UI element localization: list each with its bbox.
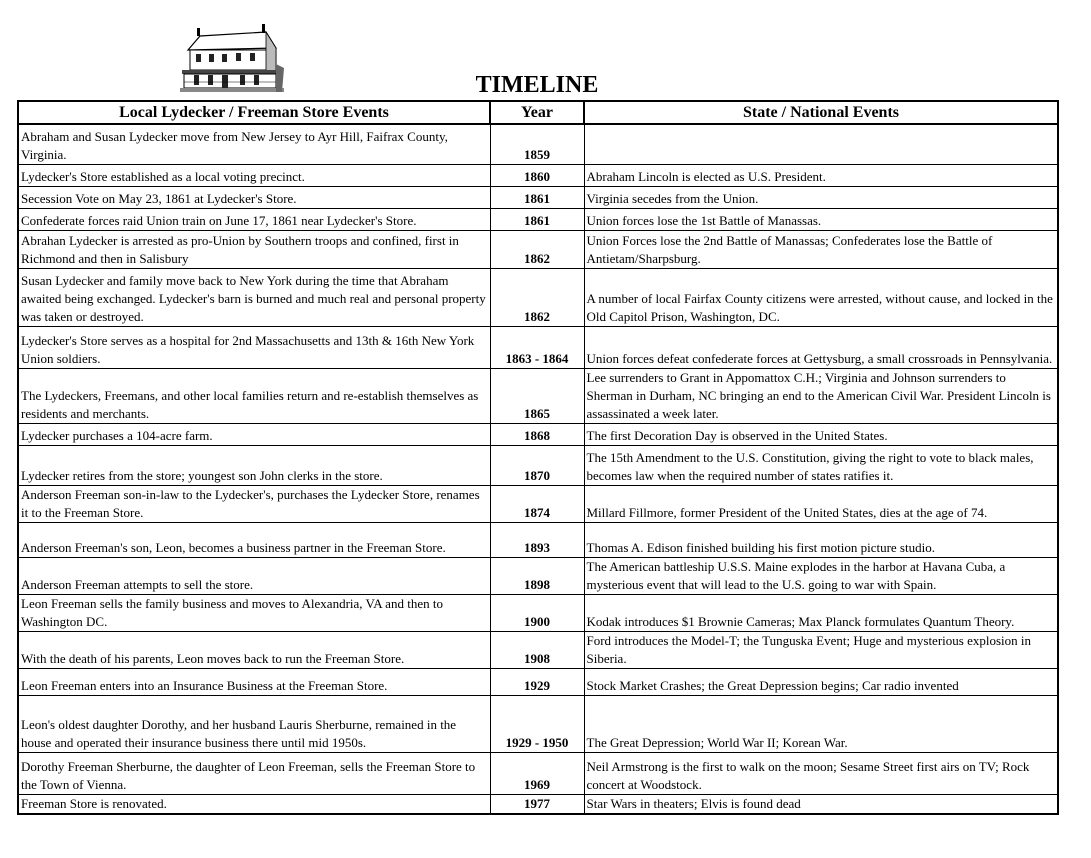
local-event-cell: Freeman Store is renovated. bbox=[17, 793, 491, 815]
local-event-cell: Abraham and Susan Lydecker move from New… bbox=[17, 123, 491, 165]
year-cell: 1870 bbox=[489, 444, 585, 486]
header-row: Local Lydecker / Freeman Store Events Ye… bbox=[17, 100, 1059, 125]
year-cell: 1862 bbox=[489, 229, 585, 269]
year-cell: 1863 - 1864 bbox=[489, 325, 585, 369]
national-event-cell bbox=[583, 123, 1059, 165]
table-row: Anderson Freeman's son, Leon, becomes a … bbox=[17, 521, 1059, 558]
year-cell: 1868 bbox=[489, 422, 585, 446]
local-event-cell: Anderson Freeman's son, Leon, becomes a … bbox=[17, 521, 491, 558]
year-cell: 1865 bbox=[489, 367, 585, 424]
local-event-cell: Anderson Freeman attempts to sell the st… bbox=[17, 556, 491, 595]
local-event-cell: The Lydeckers, Freemans, and other local… bbox=[17, 367, 491, 424]
year-cell: 1929 bbox=[489, 667, 585, 696]
page-title: TIMELINE bbox=[475, 72, 599, 98]
table-row: Leon's oldest daughter Dorothy, and her … bbox=[17, 694, 1059, 753]
national-event-cell: Lee surrenders to Grant in Appomattox C.… bbox=[583, 367, 1059, 424]
table-row: Lydecker's Store established as a local … bbox=[17, 163, 1059, 187]
national-event-cell: A number of local Fairfax County citizen… bbox=[583, 267, 1059, 327]
local-event-cell: Confederate forces raid Union train on J… bbox=[17, 207, 491, 231]
local-event-cell: With the death of his parents, Leon move… bbox=[17, 630, 491, 669]
national-event-cell: Neil Armstrong is the first to walk on t… bbox=[583, 751, 1059, 795]
year-cell: 1929 - 1950 bbox=[489, 694, 585, 753]
table-row: Freeman Store is renovated. 1977 Star Wars… bbox=[17, 793, 1059, 815]
year-cell: 1861 bbox=[489, 185, 585, 209]
national-event-cell: The American battleship U.S.S. Maine exp… bbox=[583, 556, 1059, 595]
table-row: Confederate forces raid Union train on J… bbox=[17, 207, 1059, 231]
year-cell: 1908 bbox=[489, 630, 585, 669]
year-cell: 1977 bbox=[489, 793, 585, 815]
table-row: Lydecker purchases a 104-acre farm. 1868 T… bbox=[17, 422, 1059, 446]
national-event-cell: Virginia secedes from the Union. bbox=[583, 185, 1059, 209]
table-row: Susan Lydecker and family move back to N… bbox=[17, 267, 1059, 327]
national-event-cell: The Great Depression; World War II; Kore… bbox=[583, 694, 1059, 753]
year-cell: 1969 bbox=[489, 751, 585, 795]
national-event-cell: Millard Fillmore, former President of th… bbox=[583, 484, 1059, 523]
table-row: Abraham and Susan Lydecker move from New… bbox=[17, 123, 1059, 165]
local-event-cell: Abrahan Lydecker is arrested as pro-Unio… bbox=[17, 229, 491, 269]
national-event-cell: Union forces lose the 1st Battle of Mana… bbox=[583, 207, 1059, 231]
column-header-year: Year bbox=[489, 100, 585, 125]
local-event-cell: Leon Freeman sells the family business a… bbox=[17, 593, 491, 632]
table-row: The Lydeckers, Freemans, and other local… bbox=[17, 367, 1059, 424]
local-event-cell: Leon Freeman enters into an Insurance Bu… bbox=[17, 667, 491, 696]
column-header-national: State / National Events bbox=[583, 100, 1059, 125]
local-event-cell: Lydecker's Store serves as a hospital fo… bbox=[17, 325, 491, 369]
table-row: Abrahan Lydecker is arrested as pro-Unio… bbox=[17, 229, 1059, 269]
table-row: Anderson Freeman son-in-law to the Lydec… bbox=[17, 484, 1059, 523]
local-event-cell: Lydecker purchases a 104-acre farm. bbox=[17, 422, 491, 446]
table-row: Leon Freeman enters into an Insurance Bu… bbox=[17, 667, 1059, 696]
national-event-cell: Stock Market Crashes; the Great Depressi… bbox=[583, 667, 1059, 696]
store-building-illustration bbox=[180, 24, 284, 92]
national-event-cell: Abraham Lincoln is elected as U.S. Presi… bbox=[583, 163, 1059, 187]
national-event-cell: The first Decoration Day is observed in … bbox=[583, 422, 1059, 446]
local-event-cell: Susan Lydecker and family move back to N… bbox=[17, 267, 491, 327]
year-cell: 1859 bbox=[489, 123, 585, 165]
national-event-cell: Kodak introduces $1 Brownie Cameras; Max… bbox=[583, 593, 1059, 632]
local-event-cell: Lydecker's Store established as a local … bbox=[17, 163, 491, 187]
table-row: Dorothy Freeman Sherburne, the daughter … bbox=[17, 751, 1059, 795]
national-event-cell: Thomas A. Edison finished building his f… bbox=[583, 521, 1059, 558]
local-event-cell: Secession Vote on May 23, 1861 at Lydeck… bbox=[17, 185, 491, 209]
year-cell: 1900 bbox=[489, 593, 585, 632]
national-event-cell: The 15th Amendment to the U.S. Constitut… bbox=[583, 444, 1059, 486]
year-cell: 1893 bbox=[489, 521, 585, 558]
column-header-local: Local Lydecker / Freeman Store Events bbox=[17, 100, 491, 125]
year-cell: 1860 bbox=[489, 163, 585, 187]
year-cell: 1862 bbox=[489, 267, 585, 327]
national-event-cell: Ford introduces the Model-T; the Tungusk… bbox=[583, 630, 1059, 669]
table-row: With the death of his parents, Leon move… bbox=[17, 630, 1059, 669]
year-cell: 1861 bbox=[489, 207, 585, 231]
table-row: Secession Vote on May 23, 1861 at Lydeck… bbox=[17, 185, 1059, 209]
national-event-cell: Star Wars in theaters; Elvis is found de… bbox=[583, 793, 1059, 815]
table-row: Anderson Freeman attempts to sell the st… bbox=[17, 556, 1059, 595]
year-cell: 1874 bbox=[489, 484, 585, 523]
year-cell: 1898 bbox=[489, 556, 585, 595]
national-event-cell: Union forces defeat confederate forces a… bbox=[583, 325, 1059, 369]
national-event-cell: Union Forces lose the 2nd Battle of Mana… bbox=[583, 229, 1059, 269]
local-event-cell: Leon's oldest daughter Dorothy, and her … bbox=[17, 694, 491, 753]
local-event-cell: Lydecker retires from the store; younges… bbox=[17, 444, 491, 486]
table-row: Lydecker's Store serves as a hospital fo… bbox=[17, 325, 1059, 369]
table-row: Lydecker retires from the store; younges… bbox=[17, 444, 1059, 486]
local-event-cell: Dorothy Freeman Sherburne, the daughter … bbox=[17, 751, 491, 795]
timeline-table: Local Lydecker / Freeman Store Events Ye… bbox=[17, 100, 1059, 815]
table-row: Leon Freeman sells the family business a… bbox=[17, 593, 1059, 632]
local-event-cell: Anderson Freeman son-in-law to the Lydec… bbox=[17, 484, 491, 523]
